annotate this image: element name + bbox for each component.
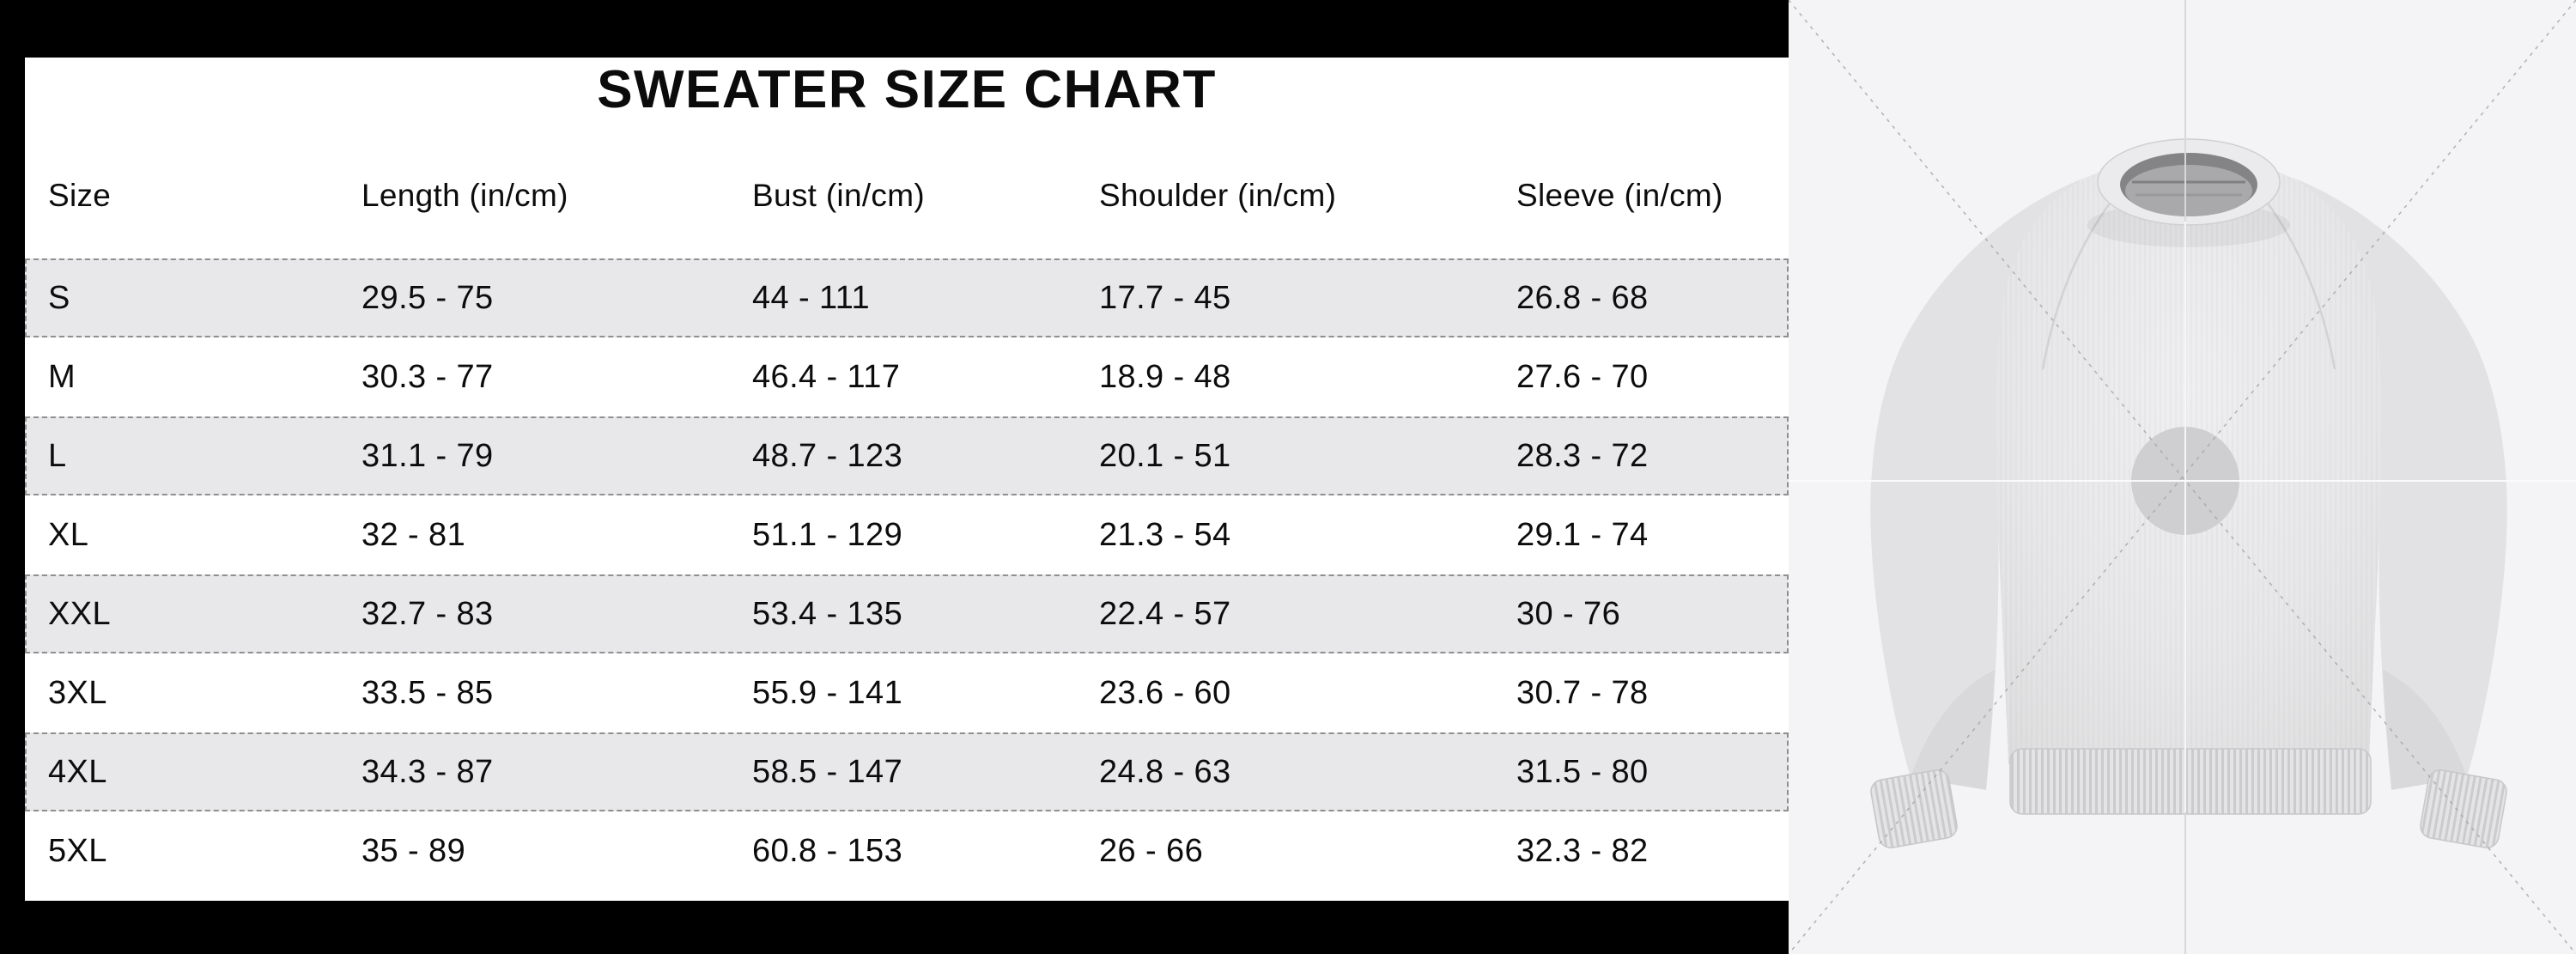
table-header-row: Size Length (in/cm) Bust (in/cm) Shoulde…: [25, 161, 1789, 230]
left-raglan-seam: [2041, 193, 2117, 370]
cell-bust: 48.7 - 123: [752, 437, 903, 474]
cell-shoulder: 24.8 - 63: [1099, 753, 1231, 790]
cell-sleeve: 28.3 - 72: [1516, 437, 1649, 474]
mockup-guides: [1789, 0, 2576, 954]
left-cuff: [1870, 769, 1958, 848]
sweater-collar: [2097, 138, 2281, 226]
cell-length: 35 - 89: [361, 832, 466, 869]
header-cell-size: Size: [48, 178, 112, 213]
cell-size: 4XL: [48, 753, 107, 790]
cell-length: 34.3 - 87: [361, 753, 494, 790]
sweater-mockup-image: [1789, 0, 2576, 954]
cell-bust: 44 - 111: [752, 279, 870, 316]
sweater-sleeves: [1870, 176, 2507, 790]
table-row-3xl: 3XL 33.5 - 85 55.9 - 141 23.6 - 60 30.7 …: [25, 653, 1789, 732]
table-row-xxl: XXL 32.7 - 83 53.4 - 135 22.4 - 57 30 - …: [25, 574, 1789, 653]
sweater-photo-panel: [1789, 0, 2576, 954]
table-row-s: S 29.5 - 75 44 - 111 17.7 - 45 26.8 - 68: [25, 258, 1789, 337]
cell-size: 3XL: [48, 674, 107, 711]
cell-length: 32 - 81: [361, 516, 466, 553]
table-row-5xl: 5XL 35 - 89 60.8 - 153 26 - 66 32.3 - 82: [25, 811, 1789, 890]
chart-title: SWEATER SIZE CHART: [597, 60, 1217, 119]
cell-size: XXL: [48, 595, 112, 632]
cell-bust: 58.5 - 147: [752, 753, 903, 790]
table-row-l: L 31.1 - 79 48.7 - 123 20.1 - 51 28.3 - …: [25, 416, 1789, 495]
cell-bust: 51.1 - 129: [752, 516, 903, 553]
cell-length: 33.5 - 85: [361, 674, 494, 711]
cell-length: 30.3 - 77: [361, 358, 494, 395]
cell-shoulder: 21.3 - 54: [1099, 516, 1231, 553]
header-cell-bust: Bust (in/cm): [752, 178, 925, 213]
size-chart-panel: SWEATER SIZE CHART Size Length (in/cm) B…: [0, 0, 1789, 954]
table-row-m: M 30.3 - 77 46.4 - 117 18.9 - 48 27.6 - …: [25, 337, 1789, 416]
table-row-xl: XL 32 - 81 51.1 - 129 21.3 - 54 29.1 - 7…: [25, 495, 1789, 574]
cell-sleeve: 30.7 - 78: [1516, 674, 1649, 711]
header-cell-sleeve: Sleeve (in/cm): [1516, 178, 1723, 213]
size-chart-card: SWEATER SIZE CHART Size Length (in/cm) B…: [25, 58, 1789, 901]
cell-shoulder: 23.6 - 60: [1099, 674, 1231, 711]
cell-sleeve: 26.8 - 68: [1516, 279, 1649, 316]
header-cell-shoulder: Shoulder (in/cm): [1099, 178, 1337, 213]
header-cell-length: Length (in/cm): [361, 178, 568, 213]
cell-sleeve: 31.5 - 80: [1516, 753, 1649, 790]
cell-bust: 60.8 - 153: [752, 832, 903, 869]
cell-size: L: [48, 437, 67, 474]
cell-shoulder: 17.7 - 45: [1099, 279, 1231, 316]
cell-sleeve: 30 - 76: [1516, 595, 1621, 632]
table-body: S 29.5 - 75 44 - 111 17.7 - 45 26.8 - 68…: [25, 258, 1789, 890]
cell-length: 29.5 - 75: [361, 279, 494, 316]
cell-sleeve: 27.6 - 70: [1516, 358, 1649, 395]
cell-sleeve: 32.3 - 82: [1516, 832, 1649, 869]
cell-size: 5XL: [48, 832, 107, 869]
cell-shoulder: 26 - 66: [1099, 832, 1204, 869]
diagonal-guide-2: [1789, 0, 2576, 954]
cell-length: 32.7 - 83: [361, 595, 494, 632]
cell-shoulder: 18.9 - 48: [1099, 358, 1231, 395]
left-sleeve: [1870, 176, 2089, 790]
right-cuff: [2420, 769, 2507, 848]
cell-sleeve: 29.1 - 74: [1516, 516, 1649, 553]
cell-size: M: [48, 358, 76, 395]
cell-bust: 55.9 - 141: [752, 674, 903, 711]
sweater-hem: [2009, 748, 2372, 815]
right-raglan-seam: [2260, 193, 2336, 370]
right-sleeve: [2288, 176, 2507, 790]
cell-bust: 46.4 - 117: [752, 358, 901, 395]
cell-shoulder: 22.4 - 57: [1099, 595, 1231, 632]
cell-length: 31.1 - 79: [361, 437, 494, 474]
cell-size: S: [48, 279, 70, 316]
cell-shoulder: 20.1 - 51: [1099, 437, 1231, 474]
cell-size: XL: [48, 516, 89, 553]
table-row-4xl: 4XL 34.3 - 87 58.5 - 147 24.8 - 63 31.5 …: [25, 732, 1789, 811]
cell-bust: 53.4 - 135: [752, 595, 903, 632]
